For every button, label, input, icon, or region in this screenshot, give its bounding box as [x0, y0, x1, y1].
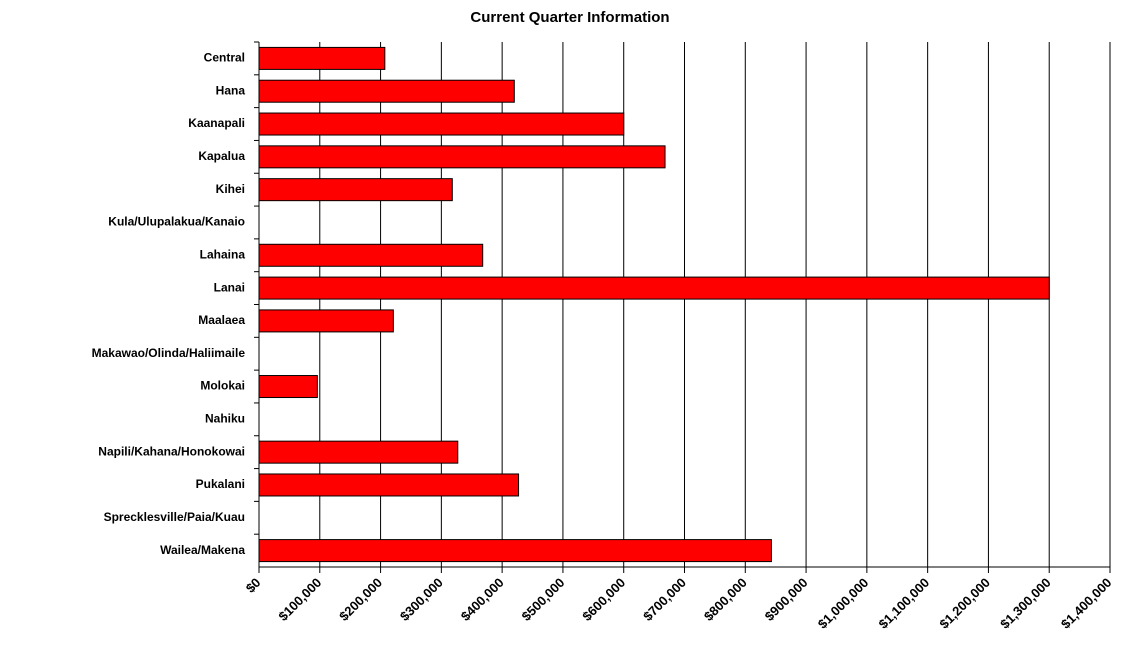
bar — [258, 145, 666, 169]
y-tick-label: Sprecklesville/Paia/Kuau — [104, 510, 245, 524]
bar — [258, 178, 453, 202]
y-tick-label: Hana — [216, 83, 246, 97]
x-tick-label: $1,100,000 — [876, 575, 933, 632]
x-tick-label: $300,000 — [397, 575, 446, 624]
y-tick-label: Kula/Ulupalakua/Kanaio — [108, 215, 245, 229]
bar — [258, 375, 318, 399]
x-tick-label: $0 — [243, 575, 264, 596]
chart-title: Current Quarter Information — [470, 9, 669, 26]
y-tick-label: Makawao/Olinda/Haliimaile — [92, 346, 246, 360]
x-tick-label: $900,000 — [762, 575, 811, 624]
x-tick-label: $600,000 — [579, 575, 628, 624]
bar — [258, 309, 394, 333]
y-tick-label: Kaanapali — [188, 116, 245, 130]
bar — [258, 112, 625, 136]
y-tick-label: Central — [204, 51, 245, 65]
x-tick-label: $500,000 — [519, 575, 568, 624]
bar — [258, 46, 386, 70]
x-tick-label: $1,200,000 — [936, 575, 993, 632]
x-tick-label: $1,400,000 — [1058, 575, 1115, 632]
x-tick-label: $700,000 — [640, 575, 689, 624]
bar — [258, 79, 515, 103]
bar — [258, 440, 459, 464]
bar — [258, 276, 1050, 300]
y-tick-label: Kapalua — [198, 149, 245, 163]
y-tick-label: Molokai — [200, 379, 245, 393]
bar — [258, 539, 772, 563]
y-tick-label: Kihei — [216, 182, 245, 196]
bar — [258, 473, 520, 497]
x-tick-label: $200,000 — [336, 575, 385, 624]
x-tick-label: $1,000,000 — [815, 575, 872, 632]
y-tick-label: Maalaea — [198, 313, 245, 327]
y-tick-label: Nahiku — [205, 412, 245, 426]
y-tick-label: Wailea/Makena — [160, 543, 245, 557]
y-tick-label: Napili/Kahana/Honokowai — [98, 444, 245, 458]
x-tick-label: $1,300,000 — [997, 575, 1054, 632]
x-tick-label: $100,000 — [275, 575, 324, 624]
y-tick-label: Lanai — [214, 280, 245, 294]
x-tick-label: $800,000 — [701, 575, 750, 624]
bar — [258, 243, 484, 267]
x-tick-label: $400,000 — [458, 575, 507, 624]
y-tick-label: Pukalani — [196, 477, 245, 491]
y-tick-label: Lahaina — [200, 247, 246, 261]
